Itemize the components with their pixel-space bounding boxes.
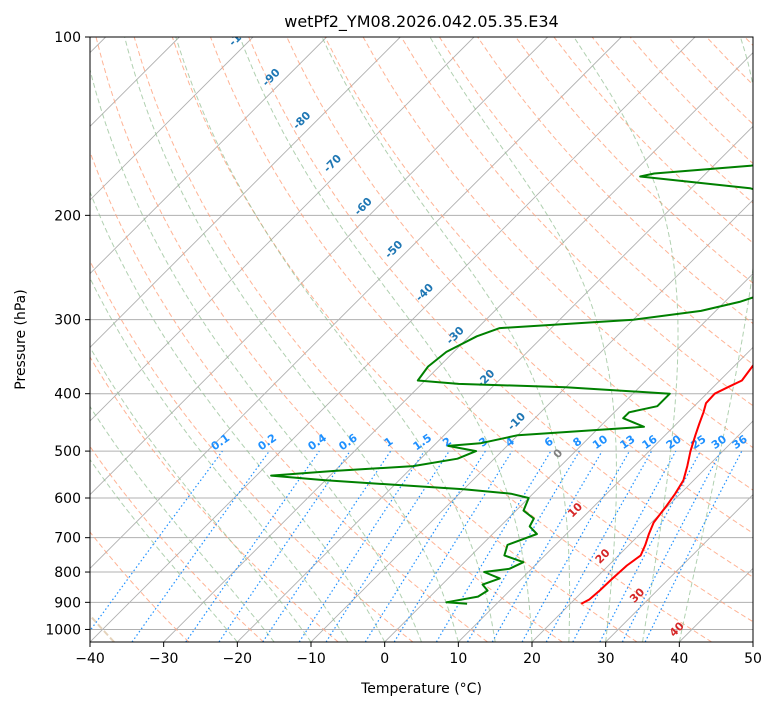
- dry-adiabat-line: [324, 37, 753, 491]
- moist-adiabat-line: [175, 37, 496, 642]
- dry-adiabat-line: [210, 37, 753, 623]
- isotherm-line: [90, 37, 254, 201]
- isotherm-line: [163, 52, 753, 642]
- mixing-ratio-line: [90, 450, 223, 632]
- x-tick-label: 0: [380, 651, 389, 667]
- x-tick-label: −40: [75, 651, 105, 667]
- x-tick-label: 20: [523, 651, 541, 667]
- thermo-overlay-lines: [90, 37, 753, 642]
- dry-adiabat-line: [438, 37, 753, 366]
- x-tick-label: 40: [670, 651, 688, 667]
- dry-adiabat-line: [133, 37, 638, 642]
- isotherm-line: [458, 346, 753, 642]
- isotherm-line: [90, 37, 622, 569]
- moist-adiabat-line: [90, 67, 422, 642]
- y-tick-label: 900: [54, 595, 81, 611]
- isotherm-line: [237, 125, 753, 642]
- x-tick-label: −30: [149, 651, 179, 667]
- isotherm-line: [90, 37, 327, 275]
- y-tick-label: 500: [54, 444, 81, 460]
- dry-adiabat-line: [90, 259, 414, 642]
- isotherm-line: [605, 494, 753, 642]
- dry-adiabat-line: [515, 37, 753, 284]
- moist-adiabat-line: [321, 37, 571, 642]
- dry-adiabat-line: [90, 150, 488, 642]
- moist-adiabat-line: [90, 346, 312, 642]
- x-tick-label: 10: [449, 651, 467, 667]
- isotherm-line: [531, 420, 753, 642]
- y-axis-title: Pressure (hPa): [13, 289, 29, 389]
- mixing-ratio-line: [325, 450, 450, 642]
- dry-adiabat-line: [90, 356, 339, 642]
- y-tick-label: 400: [54, 387, 81, 403]
- plot-area: 0.10.20.40.611.52346810131620253036-100-…: [90, 20, 753, 642]
- chart-title: wetPf2_YM08.2026.042.05.35.E34: [284, 12, 558, 32]
- mixing-ratio-line: [298, 450, 425, 642]
- temperature-profile-line: [580, 363, 753, 605]
- x-tick-label: 50: [744, 651, 762, 667]
- mixing-ratio-line: [218, 450, 351, 642]
- x-tick-label: 30: [597, 651, 615, 667]
- y-axis: 100 200 300 400 500 600 700 800 900 1000: [45, 30, 90, 638]
- isotherm-label: -100: [226, 20, 255, 49]
- isotherm-line: [90, 37, 401, 348]
- mixing-ratio-line: [572, 450, 677, 642]
- y-tick-label: 800: [54, 565, 81, 581]
- moist-adiabat-line: [429, 37, 617, 642]
- dry-adiabat-line: [95, 37, 563, 642]
- moist-adiabat-line: [239, 37, 533, 642]
- x-tick-label: −20: [223, 651, 253, 667]
- mixing-ratio-line: [185, 450, 320, 642]
- x-axis: −40 −30 −20 −10 0 10 20 30 40 50: [75, 642, 762, 667]
- moist-adiabat-line: [90, 190, 386, 642]
- y-tick-label: 200: [54, 208, 81, 224]
- mixing-ratio-line: [131, 450, 270, 642]
- mixing-ratio-line: [393, 450, 513, 642]
- dry-adiabat-line: [171, 37, 712, 642]
- y-tick-label: 1000: [45, 622, 81, 638]
- x-axis-title: Temperature (°C): [360, 681, 482, 697]
- moist-adiabat-line: [124, 37, 459, 642]
- x-tick-label: −10: [296, 651, 326, 667]
- profile-series: [270, 164, 753, 605]
- isotherm-line: [90, 37, 548, 496]
- moist-adiabat-line: [90, 458, 238, 642]
- y-tick-label: 600: [54, 491, 81, 507]
- y-tick-label: 300: [54, 313, 81, 329]
- y-tick-label: 100: [54, 30, 81, 46]
- moist-adiabat-line: [573, 37, 679, 642]
- dry-adiabat-line: [248, 37, 753, 578]
- mixing-ratio-line: [521, 450, 631, 642]
- dewpoint-profile-line: [270, 164, 753, 605]
- isotherm-line: [90, 37, 475, 422]
- isotherm-line: [384, 273, 753, 642]
- y-tick-label: 700: [54, 531, 81, 547]
- mixing-ratio-line: [262, 450, 392, 642]
- mixing-ratio-line: [644, 450, 743, 642]
- mixing-ratio-line: [545, 450, 653, 642]
- moist-adiabat-line: [90, 405, 275, 642]
- dry-adiabat-line: [90, 445, 264, 642]
- moist-adiabat-line: [678, 37, 753, 642]
- moist-adiabat-line: [90, 277, 349, 642]
- dry-adiabat-line: [90, 531, 190, 642]
- plot-frame: [89, 36, 754, 643]
- dry-adiabat-line: [400, 37, 753, 407]
